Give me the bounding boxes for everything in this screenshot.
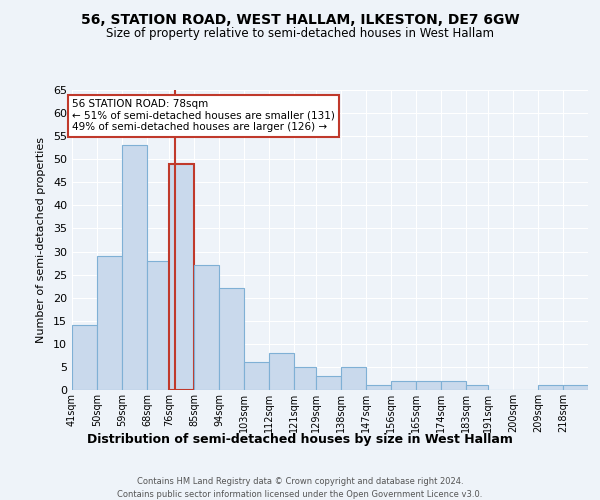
Text: Contains public sector information licensed under the Open Government Licence v3: Contains public sector information licen…	[118, 490, 482, 499]
Text: 56, STATION ROAD, WEST HALLAM, ILKESTON, DE7 6GW: 56, STATION ROAD, WEST HALLAM, ILKESTON,…	[80, 12, 520, 26]
Bar	[97, 256, 122, 390]
Bar	[269, 353, 294, 390]
Bar	[147, 261, 169, 390]
Text: Contains HM Land Registry data © Crown copyright and database right 2024.: Contains HM Land Registry data © Crown c…	[137, 478, 463, 486]
Bar	[563, 386, 588, 390]
Bar	[244, 362, 269, 390]
Bar	[366, 386, 391, 390]
Bar	[416, 381, 441, 390]
Bar	[391, 381, 416, 390]
Bar	[194, 266, 219, 390]
Bar	[72, 326, 97, 390]
Bar	[316, 376, 341, 390]
Bar	[294, 367, 316, 390]
Text: 56 STATION ROAD: 78sqm
← 51% of semi-detached houses are smaller (131)
49% of se: 56 STATION ROAD: 78sqm ← 51% of semi-det…	[72, 99, 335, 132]
Y-axis label: Number of semi-detached properties: Number of semi-detached properties	[36, 137, 46, 343]
Bar	[441, 381, 466, 390]
Bar	[169, 164, 194, 390]
Bar	[122, 146, 147, 390]
Bar	[466, 386, 488, 390]
Bar	[219, 288, 244, 390]
Bar	[538, 386, 563, 390]
Bar	[341, 367, 366, 390]
Text: Distribution of semi-detached houses by size in West Hallam: Distribution of semi-detached houses by …	[87, 432, 513, 446]
Text: Size of property relative to semi-detached houses in West Hallam: Size of property relative to semi-detach…	[106, 28, 494, 40]
